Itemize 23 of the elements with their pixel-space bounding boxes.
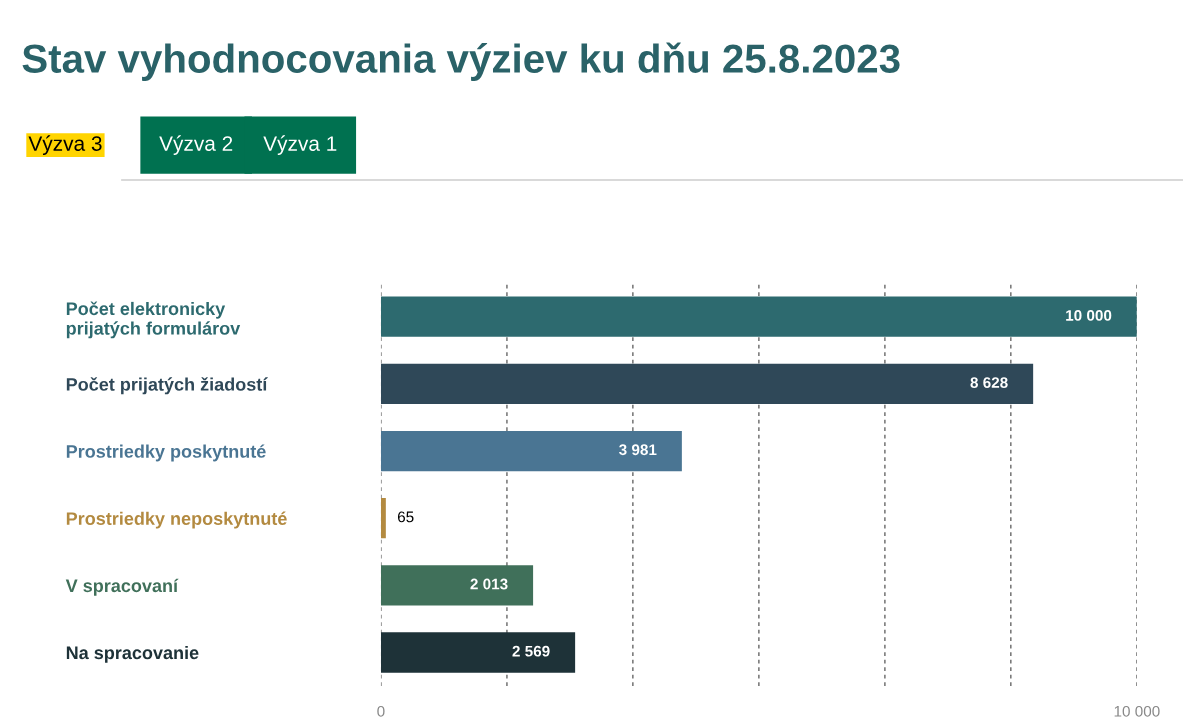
bar	[380, 430, 682, 472]
data-label: 8 628	[970, 377, 1008, 388]
text: Výzva 1	[263, 135, 337, 156]
text: Výzva 2	[159, 135, 233, 156]
y-tick-label: V spracovaní	[65, 578, 179, 596]
y-tick-label: Prostriedky poskytnuté	[66, 444, 266, 462]
bar	[380, 296, 1137, 337]
y-tick-label: Na spracovanie	[66, 645, 199, 663]
bar	[380, 498, 386, 539]
bar	[380, 565, 534, 606]
y-tick-label: Prostriedky neposkytnuté	[66, 511, 287, 529]
data-label: 65	[397, 511, 414, 523]
y-tick-label: Počet elektronicky prijatých formulárov	[66, 301, 241, 339]
data-label: 10 000	[1066, 310, 1112, 321]
chart-title: Stav vyhodnocovania výziev ku dňu 25.8.2023	[22, 42, 900, 81]
data-label: 2 013	[470, 578, 508, 590]
text: Výzva 3	[28, 135, 102, 156]
y-tick-label: Počet prijatých žiadostí	[66, 377, 268, 395]
data-label: 2 569	[512, 645, 550, 657]
bar	[380, 363, 1034, 405]
bar	[380, 632, 576, 673]
x-tick-label: 0	[377, 705, 385, 717]
data-label: 3 981	[619, 444, 657, 456]
